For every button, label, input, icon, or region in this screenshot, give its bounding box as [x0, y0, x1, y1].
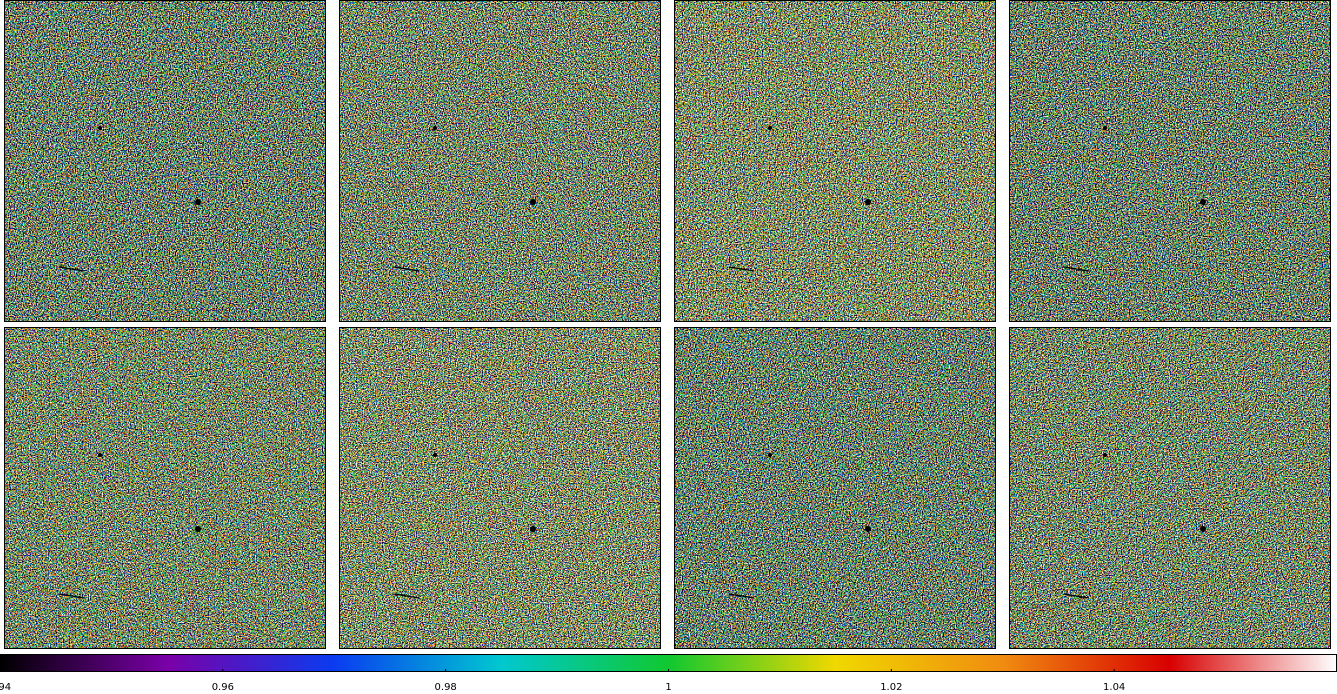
- panel-image: [674, 327, 996, 649]
- defect-spot: [865, 199, 871, 205]
- panel-frame: [339, 0, 661, 322]
- image-panel: [674, 0, 996, 322]
- defect-spot: [530, 526, 536, 532]
- defect-spot: [1103, 453, 1107, 457]
- defect-spot: [530, 199, 536, 205]
- defect-line: [1063, 266, 1090, 272]
- defect-spot: [768, 453, 772, 457]
- defect-spot: [195, 199, 201, 205]
- defect-spot: [195, 526, 201, 532]
- image-panel: [339, 0, 661, 322]
- colorbar-tick-label: 1.04: [1103, 682, 1125, 693]
- panel-frame: [4, 0, 326, 322]
- panel-image: [339, 327, 661, 649]
- defect-spot: [98, 453, 102, 457]
- defect-line: [1063, 593, 1090, 599]
- panel-image: [339, 0, 661, 322]
- image-panel: [339, 327, 661, 649]
- defect-spot: [1103, 126, 1107, 130]
- image-panel: [1009, 0, 1331, 322]
- colorbar-tick-label: 1.02: [880, 682, 902, 693]
- defect-spot: [98, 126, 102, 130]
- defect-line: [58, 593, 85, 599]
- image-panel: [674, 327, 996, 649]
- colorbar-tick-label: 0.96: [212, 682, 234, 693]
- image-panel: [4, 0, 326, 322]
- defect-spot: [1200, 199, 1206, 205]
- panel-frame: [1009, 327, 1331, 649]
- colorbar-tick-label: 0.98: [435, 682, 457, 693]
- panel-frame: [674, 0, 996, 322]
- panel-frame: [4, 327, 326, 649]
- defect-line: [728, 593, 755, 599]
- defect-spot: [1200, 526, 1206, 532]
- defect-spot: [865, 526, 871, 532]
- defect-spot: [433, 126, 437, 130]
- panel-frame: [339, 327, 661, 649]
- panel-image: [674, 0, 996, 322]
- defect-line: [728, 266, 755, 272]
- colorbar-tick-label: 1: [665, 682, 671, 693]
- defect-spot: [768, 126, 772, 130]
- defect-line: [58, 266, 85, 272]
- panel-image: [1009, 0, 1331, 322]
- defect-line: [393, 593, 420, 599]
- defect-spot: [433, 453, 437, 457]
- defect-line: [393, 266, 420, 272]
- colorbar: [0, 654, 1337, 672]
- panel-frame: [674, 327, 996, 649]
- image-panel: [1009, 327, 1331, 649]
- panel-image: [1009, 327, 1331, 649]
- image-panel: [4, 327, 326, 649]
- colorbar-tick-label: 0.94: [0, 682, 11, 693]
- panel-frame: [1009, 0, 1331, 322]
- panel-image: [4, 0, 326, 322]
- panel-image: [4, 327, 326, 649]
